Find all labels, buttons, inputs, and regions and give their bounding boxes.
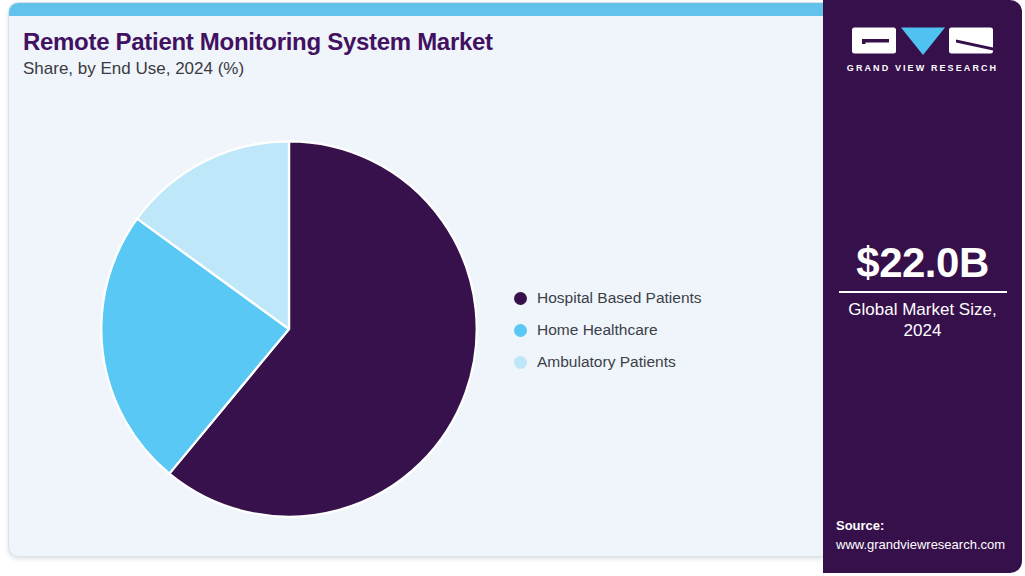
sidebar: GRAND VIEW RESEARCH $22.0B Global Market… [823, 0, 1022, 573]
page: Remote Patient Monitoring System Market … [0, 0, 1025, 576]
gvr-logo: GRAND VIEW RESEARCH [823, 26, 1022, 73]
source-block: Source: www.grandviewresearch.com [836, 517, 1005, 555]
market-size-label-line2: 2024 [904, 321, 942, 340]
legend-label-hospital: Hospital Based Patients [537, 289, 702, 307]
legend-item: Ambulatory Patients [514, 346, 702, 378]
legend-label-ambulatory: Ambulatory Patients [537, 353, 676, 371]
legend-label-home-healthcare: Home Healthcare [537, 321, 658, 339]
logo-r-block [949, 28, 993, 54]
pie-chart [99, 139, 479, 519]
chart-subtitle: Share, by End Use, 2024 (%) [23, 59, 244, 79]
gvr-logo-text: GRAND VIEW RESEARCH [823, 63, 1022, 73]
source-url: www.grandviewresearch.com [836, 536, 1005, 555]
source-label: Source: [836, 517, 1005, 536]
market-size-value: $22.0B [823, 242, 1022, 284]
legend-dot-home-healthcare [514, 324, 527, 337]
legend-dot-ambulatory [514, 356, 527, 369]
legend: Hospital Based Patients Home Healthcare … [514, 282, 702, 378]
chart-card: Remote Patient Monitoring System Market … [8, 2, 823, 557]
pie-svg [99, 139, 479, 519]
top-accent-bar [9, 3, 823, 16]
logo-v-triangle [901, 28, 945, 56]
divider [839, 291, 1007, 293]
chart-title: Remote Patient Monitoring System Market [23, 28, 493, 56]
gvr-logo-icon [852, 26, 993, 56]
market-size-block: $22.0B Global Market Size, 2024 [823, 242, 1022, 342]
market-size-label-line1: Global Market Size, [848, 300, 996, 319]
market-size-label: Global Market Size, 2024 [823, 299, 1022, 342]
legend-item: Home Healthcare [514, 314, 702, 346]
legend-dot-hospital [514, 292, 527, 305]
legend-item: Hospital Based Patients [514, 282, 702, 314]
